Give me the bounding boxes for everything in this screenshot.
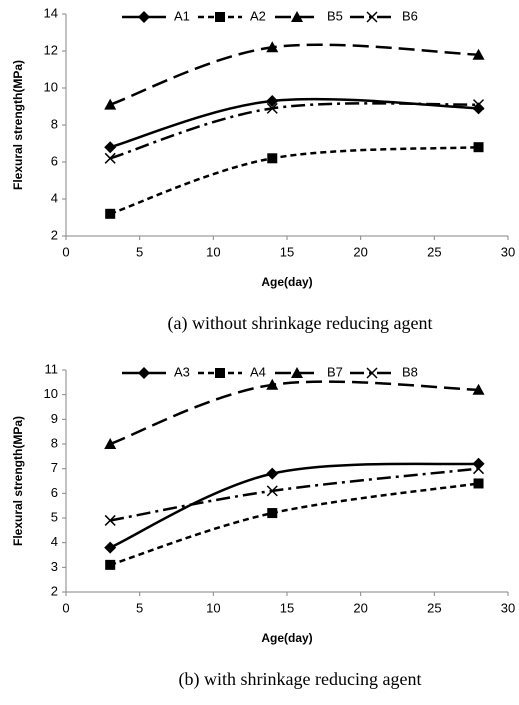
y-tick-label: 2 [51, 227, 58, 242]
data-point [266, 41, 279, 53]
marker-stroke [473, 463, 485, 475]
legend-label: B5 [327, 8, 343, 23]
y-tick-label: 8 [51, 116, 58, 131]
x-axis-label: Age(day) [261, 631, 312, 645]
data-point [266, 485, 278, 497]
x-tick-label: 20 [353, 600, 367, 615]
y-tick-label: 4 [51, 534, 58, 549]
y-tick-label: 6 [51, 153, 58, 168]
x-tick-label: 20 [353, 244, 367, 259]
legend-marker [215, 368, 225, 378]
data-point [472, 457, 485, 470]
data-point [105, 559, 116, 570]
y-tick-label: 10 [44, 79, 58, 94]
legend-marker [291, 367, 303, 378]
y-axis-label: Flexural strength(MPa) [11, 416, 25, 546]
y-tick-label: 11 [45, 361, 59, 376]
legend-marker [138, 11, 150, 23]
x-tick-label: 15 [280, 600, 294, 615]
legend-label: B7 [327, 364, 343, 379]
legend-marker [215, 12, 225, 22]
data-point [266, 102, 278, 114]
legend-label: B8 [402, 364, 418, 379]
legend-marker [366, 367, 378, 379]
data-point [104, 514, 116, 526]
data-point [104, 98, 117, 110]
data-point [105, 208, 116, 219]
data-point [473, 142, 484, 153]
data-point [472, 48, 485, 60]
marker-stroke [266, 102, 278, 114]
y-axis-label: Flexural strength(MPa) [11, 60, 25, 190]
series-line [109, 102, 479, 160]
y-tick-label: 12 [44, 42, 58, 57]
series-line [109, 482, 479, 567]
y-tick-label: 9 [51, 411, 58, 426]
data-point [472, 383, 485, 395]
series-line [109, 467, 479, 522]
series-line [109, 43, 479, 106]
data-point [104, 541, 117, 554]
y-tick-label: 3 [51, 559, 58, 574]
data-point [104, 141, 117, 154]
y-tick-label: 5 [51, 509, 58, 524]
data-point [473, 99, 485, 111]
x-tick-label: 0 [62, 244, 69, 259]
marker-stroke [104, 152, 116, 164]
data-point [104, 438, 117, 449]
y-tick-label: 6 [51, 485, 58, 500]
data-point [266, 467, 279, 480]
legend-label: A1 [174, 8, 190, 23]
y-tick-label: 4 [51, 190, 58, 205]
legend-label: A3 [174, 364, 190, 379]
series-line [109, 145, 479, 215]
x-tick-label: 15 [280, 244, 294, 259]
x-tick-label: 5 [136, 600, 143, 615]
x-tick-label: 25 [427, 600, 441, 615]
legend-marker [291, 11, 303, 22]
legend-marker [366, 11, 378, 23]
legend-marker [138, 367, 150, 379]
x-tick-label: 5 [136, 244, 143, 259]
data-point [266, 378, 279, 390]
series-line [109, 462, 479, 549]
data-point [267, 508, 278, 519]
y-tick-label: 2 [51, 583, 58, 598]
marker-stroke [266, 485, 278, 497]
data-point [267, 153, 278, 164]
legend-label: A2 [250, 8, 266, 23]
marker-stroke [366, 11, 378, 23]
data-point [473, 463, 485, 475]
legend-label: B6 [402, 8, 418, 23]
data-point [266, 94, 279, 107]
x-tick-label: 25 [427, 244, 441, 259]
y-tick-label: 8 [51, 435, 58, 450]
y-tick-label: 10 [44, 386, 58, 401]
caption: (b) with shrinkage reducing agent [179, 669, 422, 690]
y-tick-label: 14 [44, 5, 58, 20]
data-point [473, 478, 484, 489]
marker-stroke [366, 367, 378, 379]
series-line [109, 380, 479, 446]
data-point [472, 102, 485, 115]
y-tick-label: 7 [51, 460, 58, 475]
x-tick-label: 10 [206, 244, 220, 259]
x-tick-label: 10 [206, 600, 220, 615]
x-tick-label: 30 [501, 600, 515, 615]
data-point [104, 152, 116, 164]
x-axis-label: Age(day) [261, 275, 312, 289]
x-tick-label: 0 [62, 600, 69, 615]
marker-stroke [473, 99, 485, 111]
caption: (a) without shrinkage reducing agent [168, 313, 433, 334]
x-tick-label: 30 [501, 244, 515, 259]
legend-label: A4 [250, 364, 266, 379]
marker-stroke [104, 514, 116, 526]
